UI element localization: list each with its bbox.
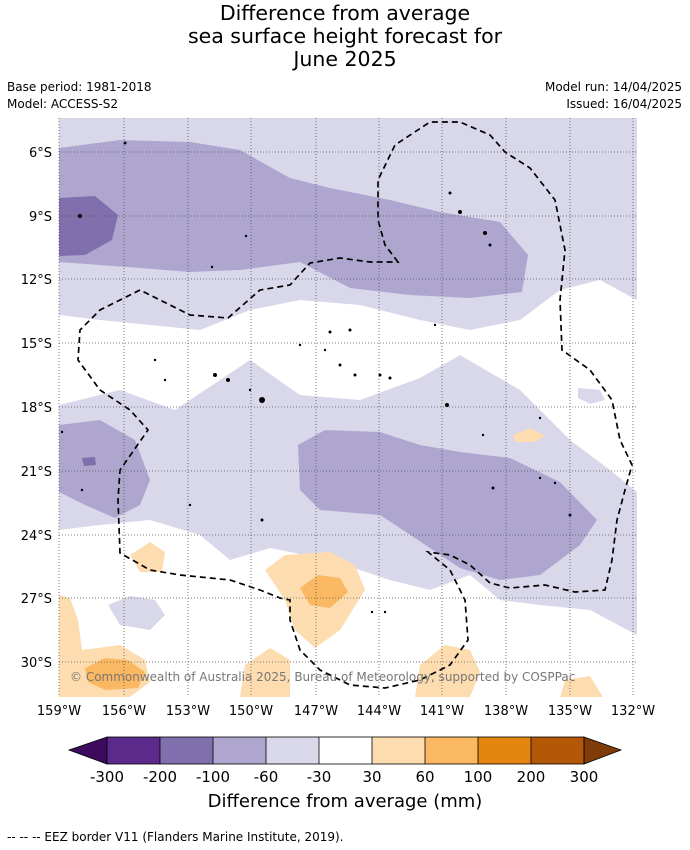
gridlines	[58, 118, 637, 697]
colorbar-tick: 30	[362, 768, 381, 786]
title-line: Difference from average	[219, 1, 471, 25]
colorbar-tick: 60	[415, 768, 434, 786]
lon-label: 138°W	[484, 704, 528, 719]
colorbar-segment	[160, 737, 213, 764]
issued-text: Issued: 16/04/2025	[566, 97, 682, 111]
colorbar-tick: -200	[143, 768, 177, 786]
colorbar-segment	[478, 737, 531, 764]
colorbar-tick: 200	[517, 768, 546, 786]
colorbar-label: Difference from average (mm)	[207, 791, 483, 812]
lon-label: 132°W	[611, 704, 655, 719]
anomaly-field	[59, 118, 637, 697]
lon-label: 135°W	[548, 704, 592, 719]
colorbar-segment	[213, 737, 266, 764]
colorbar-segment	[425, 737, 478, 764]
lon-label: 150°W	[229, 704, 273, 719]
colorbar: -300 -200 -100 -60 -30 30 60 100 200 300	[67, 736, 623, 786]
colorbar-segment	[107, 737, 160, 764]
colorbar-segment	[319, 737, 372, 764]
model-text: Model: ACCESS-S2	[7, 97, 119, 111]
colorbar-tick: -100	[196, 768, 230, 786]
title-line: sea surface height forecast for	[187, 24, 503, 48]
copyright-text: © Commonwealth of Australia 2025, Bureau…	[70, 670, 575, 684]
lat-label: 18°S	[21, 401, 52, 416]
base-period-text: Base period: 1981-2018	[7, 80, 152, 94]
model-run-text: Model run: 14/04/2025	[544, 80, 682, 94]
lon-label: 147°W	[294, 704, 338, 719]
eez-footnote: -- -- -- EEZ border V11 (Flanders Marine…	[7, 830, 344, 844]
colorbar-tick: 100	[464, 768, 493, 786]
colorbar-tick: 300	[570, 768, 599, 786]
colorbar-segment	[372, 737, 425, 764]
colorbar-tick: -60	[254, 768, 279, 786]
lat-label: 21°S	[21, 465, 52, 480]
lat-label: 27°S	[21, 592, 52, 607]
lat-label: 24°S	[21, 529, 52, 544]
colorbar-segment	[266, 737, 319, 764]
lat-label: 30°S	[21, 656, 52, 671]
colorbar-max-arrow	[583, 736, 623, 765]
title-line: June 2025	[293, 47, 397, 71]
lon-label: 159°W	[37, 704, 81, 719]
lon-label: 156°W	[102, 704, 146, 719]
lat-label: 15°S	[21, 337, 52, 352]
lat-label: 6°S	[29, 146, 52, 161]
lon-label: 153°W	[166, 704, 210, 719]
colorbar-tick: -300	[90, 768, 124, 786]
figure-title: Difference from average sea surface heig…	[0, 2, 690, 71]
colorbar-segment	[531, 737, 584, 764]
colorbar-min-arrow	[67, 736, 108, 765]
lon-label: 144°W	[357, 704, 401, 719]
colorbar-tick: -30	[307, 768, 332, 786]
lat-label: 9°S	[29, 210, 52, 225]
lon-label: 141°W	[420, 704, 464, 719]
lat-label: 12°S	[21, 273, 52, 288]
